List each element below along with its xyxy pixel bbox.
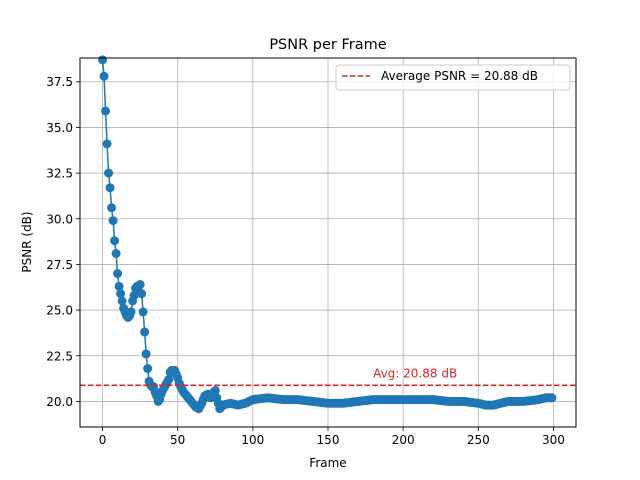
psnr-data-point	[117, 296, 127, 306]
psnr-series-line	[101, 59, 552, 411]
y-tick-label: 35.0	[46, 121, 73, 135]
psnr-data-point	[135, 280, 145, 290]
psnr-data-point	[138, 307, 148, 317]
psnr-data-point	[104, 168, 114, 178]
psnr-data-point	[110, 236, 120, 246]
average-annotation: Avg: 20.88 dB	[373, 367, 457, 381]
psnr-data-point	[113, 269, 123, 279]
psnr-data-point	[141, 349, 151, 359]
x-tick-label: 150	[317, 433, 340, 447]
y-tick-label: 30.0	[46, 212, 73, 226]
psnr-data-point	[99, 71, 109, 81]
psnr-data-point	[111, 248, 121, 258]
psnr-data-point	[108, 216, 118, 226]
psnr-data-point	[98, 55, 108, 65]
x-tick-label: 0	[99, 433, 107, 447]
psnr-data-point	[114, 281, 124, 291]
legend: Average PSNR = 20.88 dB	[335, 64, 571, 91]
x-tick-label: 100	[241, 433, 264, 447]
psnr-data-point	[547, 393, 557, 403]
y-axis-ticks: 20.0 22.5 25.0 27.5 30.0 32.5 35.0 37.5	[46, 75, 80, 409]
psnr-data-point	[126, 307, 136, 317]
legend-label-average: Average PSNR = 20.88 dB	[381, 69, 538, 83]
psnr-data-point	[116, 289, 126, 299]
psnr-data-point	[105, 183, 115, 193]
x-axis-ticks: 0 50 100 150 200 250 300	[99, 427, 565, 447]
y-tick-label: 37.5	[46, 75, 73, 89]
x-tick-label: 250	[467, 433, 490, 447]
y-tick-label: 32.5	[46, 167, 73, 181]
psnr-data-point	[140, 327, 150, 337]
x-tick-label: 300	[542, 433, 565, 447]
grid-lines	[80, 58, 576, 427]
chart-title: PSNR per Frame	[269, 37, 386, 53]
y-tick-label: 22.5	[46, 349, 73, 363]
x-tick-label: 200	[392, 433, 415, 447]
psnr-data-point	[210, 385, 220, 395]
psnr-data-point	[137, 289, 147, 299]
psnr-data-point	[129, 290, 139, 300]
x-axis-label: Frame	[309, 456, 346, 470]
x-tick-label: 50	[170, 433, 185, 447]
y-tick-label: 25.0	[46, 304, 73, 318]
psnr-data-point	[107, 203, 117, 213]
psnr-data-point	[101, 106, 111, 116]
legend-box	[335, 64, 571, 91]
psnr-data-point	[143, 364, 153, 374]
y-axis-label: PSNR (dB)	[20, 211, 34, 272]
series-layer	[98, 55, 557, 414]
y-tick-label: 20.0	[46, 395, 73, 409]
psnr-data-point	[164, 375, 174, 384]
y-tick-label: 27.5	[46, 258, 73, 272]
psnr-data-point	[102, 139, 112, 149]
